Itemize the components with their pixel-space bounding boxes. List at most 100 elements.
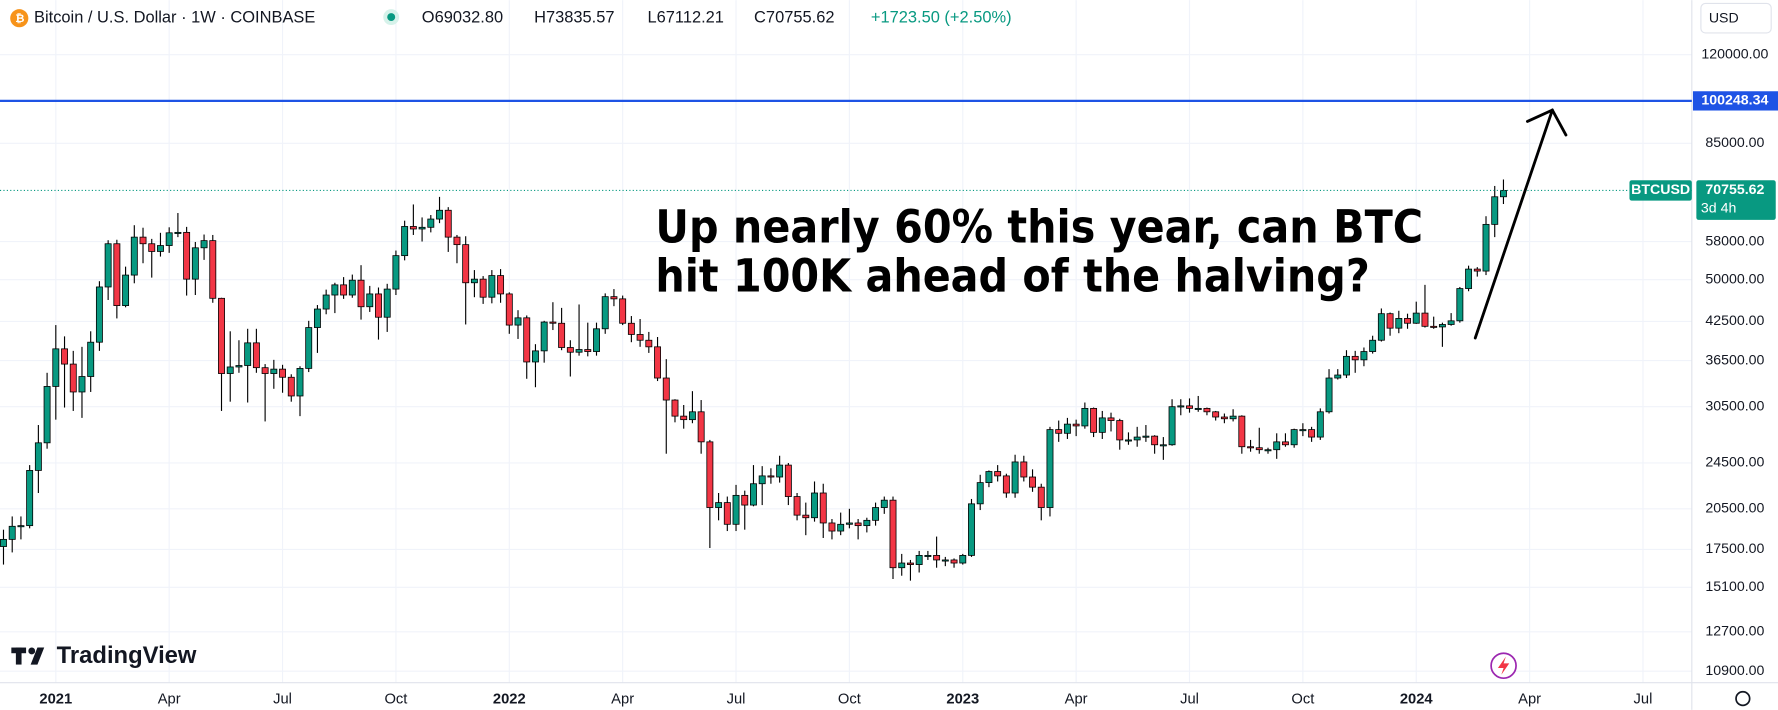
candle-body [340,284,348,296]
candle-body [270,368,278,374]
candle-body [322,294,330,310]
currency-label: USD [1709,11,1739,27]
candle-body [532,350,539,363]
candle-body [1168,406,1176,446]
candle-body [1491,196,1499,225]
candles [0,179,1507,581]
candle-body [130,236,138,276]
candle-body [671,399,679,417]
candle-body [1412,312,1420,324]
candle-body [427,218,435,228]
candle-body [863,519,871,527]
ohlc-change: +1723.50 (+2.50%) [871,9,1012,27]
candle-body [1447,320,1455,325]
candle-body [1011,461,1019,494]
candle-body [1404,318,1411,324]
candle-body [139,236,147,245]
candle-body [610,296,618,300]
x-tick-label: Jul [273,692,292,708]
candle-body [34,442,42,471]
candle-body [1177,405,1185,408]
y-tick-label: 30500.00 [1705,398,1764,414]
candle-body [1125,439,1132,442]
status-dot [387,13,396,22]
x-tick-label: Jul [727,692,746,708]
candle-body [715,502,723,508]
candle-body [1046,429,1054,508]
candle-body [680,415,688,421]
candle-body [453,236,461,246]
y-tick-label: 36500.00 [1705,352,1764,368]
x-tick-label: Apr [611,692,634,708]
ohlc-low: L67112.21 [647,9,723,27]
candle-body [261,367,269,374]
candle-body [976,482,984,505]
candle-body [811,492,818,519]
candle-body [767,475,775,478]
x-tick-label: Jul [1180,692,1199,708]
candle-body [26,470,34,527]
candle-body [706,441,714,508]
candle-body [523,317,531,363]
candle-body [1247,446,1255,449]
candle-body [1081,407,1089,427]
candle-body [383,288,391,318]
candle-body [933,555,941,561]
candle-body [558,322,566,348]
candle-body [305,327,313,369]
candle-body [497,275,505,295]
candle-body [1037,486,1045,508]
y-tick-label: 15100.00 [1705,579,1764,595]
candle-body [854,522,862,527]
candle-body [200,240,208,249]
alert-bolt [1497,656,1510,675]
candle-body [750,483,757,506]
candle-body [1395,318,1403,329]
candle-body [1500,190,1507,198]
candle-body [1055,429,1063,434]
level-label-box [1692,91,1778,111]
candle-body [1290,429,1298,446]
y-tick-label: 85000.00 [1705,135,1764,151]
candle-body [619,298,627,324]
candle-body [889,499,897,569]
y-tick-label: 24500.00 [1705,455,1764,471]
candle-body [1090,407,1098,433]
candle-body [1142,435,1150,438]
candle-body [776,464,784,478]
candle-body [235,365,243,368]
y-tick-label: 58000.00 [1705,233,1764,249]
coin-glyph: ₿ [15,13,24,25]
candle-body [872,507,880,521]
settings-icon[interactable] [1735,690,1751,707]
candle-body [1456,288,1464,322]
candle-body [1438,324,1446,328]
y-tick-label: 17500.00 [1705,541,1764,557]
candle-body [183,231,191,280]
last-price-label: 70755.62 [1705,182,1764,198]
candle-body [1343,355,1350,376]
x-tick-label: Apr [1518,692,1541,708]
candle-body [697,411,705,443]
candle-body [1229,415,1237,420]
candle-body [575,349,583,353]
countdown-label: 3d 4h [1701,200,1736,216]
candle-body [828,522,836,532]
candle-body [1212,411,1220,418]
candle-body [87,341,95,377]
candle-body [409,226,417,230]
candle-body [479,278,487,298]
x-tick-label: Oct [1291,692,1314,708]
ohlc-close: C70755.62 [754,9,834,27]
candle-body [157,245,164,252]
candle-body [61,348,68,365]
candle-body [654,346,661,379]
candle-body [1002,475,1010,494]
arrow [1473,108,1568,340]
candle-body [819,492,827,524]
candle-body [845,522,853,525]
candle-body [1264,449,1272,452]
candle-body [627,322,635,335]
candle-body [906,562,914,565]
currency-select[interactable] [1700,2,1772,34]
